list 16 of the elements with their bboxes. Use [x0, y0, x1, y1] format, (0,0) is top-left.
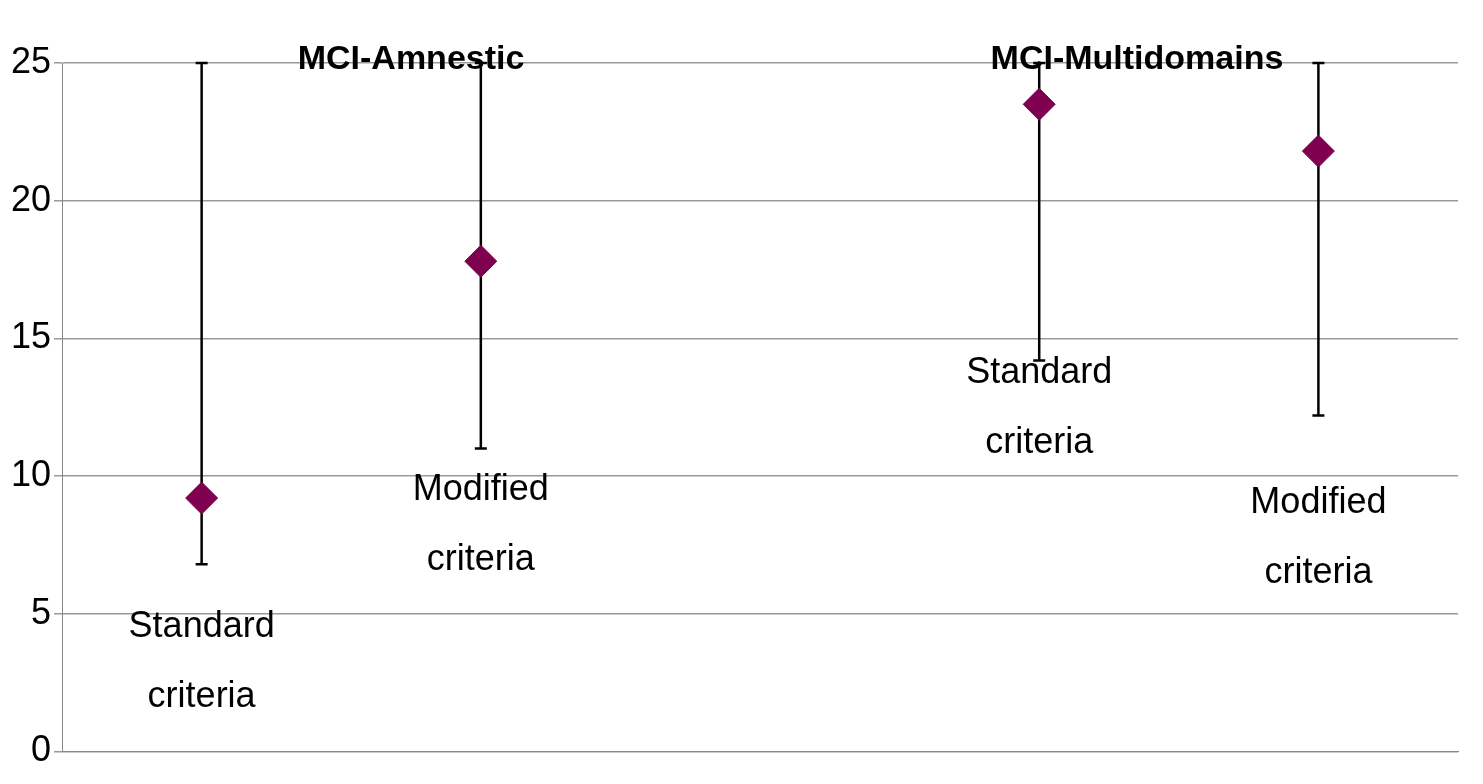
annotation: MCI-Multidomains — [990, 37, 1284, 76]
point — [185, 481, 219, 515]
y-tick-label: 25 — [11, 39, 52, 81]
y-tick-label: 10 — [11, 452, 52, 494]
y-tick-label: 20 — [11, 177, 52, 219]
y-tick-label: 5 — [31, 590, 52, 632]
point — [1301, 134, 1335, 168]
point — [464, 244, 498, 278]
y-tick-label: 15 — [11, 315, 52, 357]
annotation: Modified criteria — [412, 466, 549, 578]
annotation: Standard criteria — [966, 349, 1113, 461]
annotation: Standard criteria — [128, 604, 275, 716]
annotation: Modified criteria — [1250, 480, 1387, 592]
y-tick-label: 0 — [31, 728, 52, 770]
point — [1022, 87, 1056, 121]
annotation: MCI-Amnestic — [297, 37, 525, 76]
